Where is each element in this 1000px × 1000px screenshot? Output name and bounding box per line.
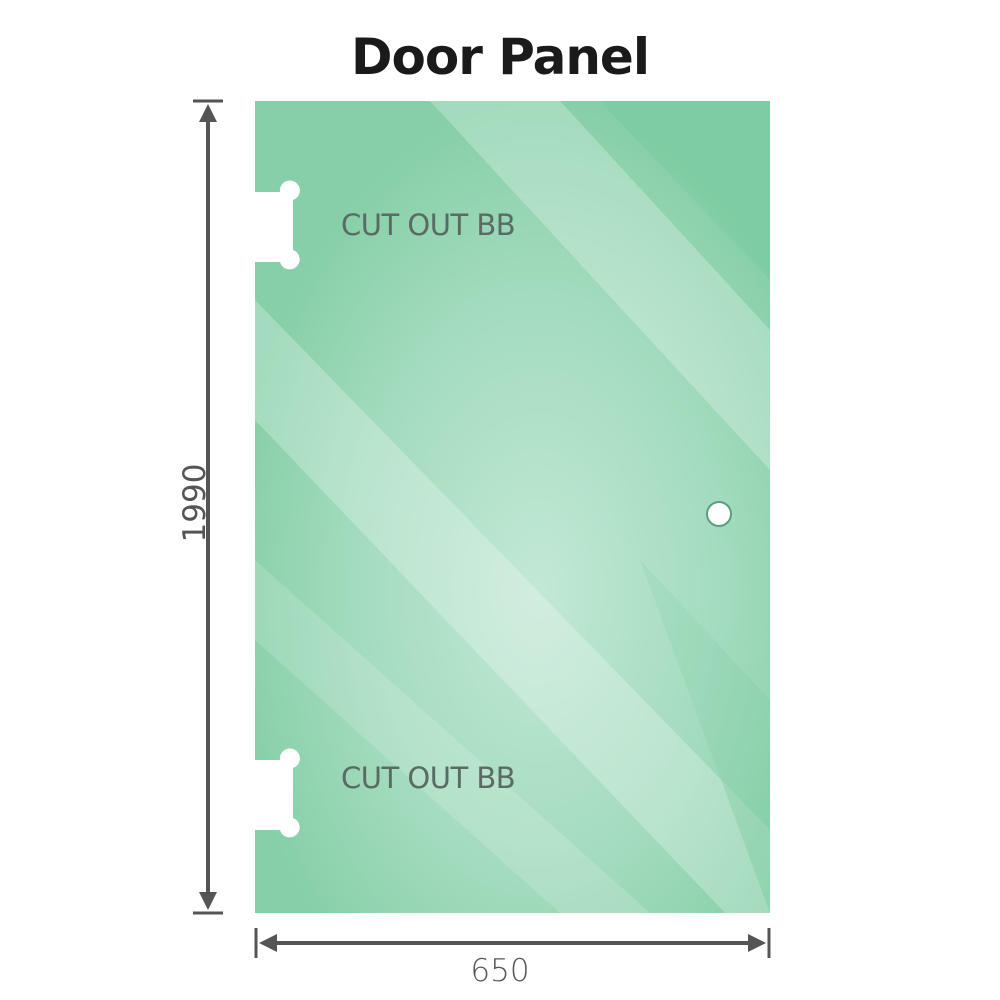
width-dimension-line — [254, 928, 771, 958]
height-dimension-label: 1990 — [177, 463, 213, 543]
diagram-title: Door Panel — [351, 28, 650, 86]
glass-reflections — [255, 101, 770, 913]
cutout-label-bottom: CUT OUT BB — [341, 761, 516, 795]
cutout-label-top: CUT OUT BB — [341, 208, 516, 242]
glass-panel — [255, 101, 770, 913]
height-dimension-line — [193, 99, 223, 915]
width-dimension-label: 650 — [470, 953, 530, 989]
